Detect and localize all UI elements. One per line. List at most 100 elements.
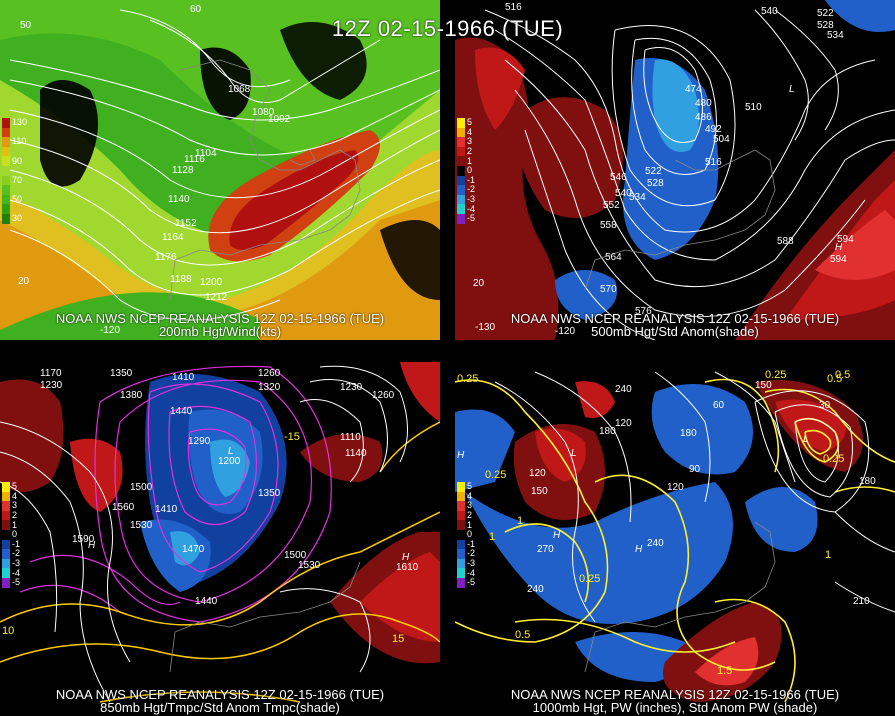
contour-label: 564 [605, 252, 622, 263]
anomaly-legend: 5 4 3 2 1 0 -1 -2 -3 -4 -5 [2, 482, 20, 588]
legend-label: -1 [467, 174, 476, 185]
legend-label: -3 [467, 194, 476, 205]
contour-label: 1260 [258, 368, 281, 379]
panel-caption: NOAA NWS NCEP REANALYSIS 12Z 02-15-1966 … [510, 687, 840, 702]
legend-label: 0 [467, 165, 473, 176]
contour-label: 1230 [40, 380, 63, 391]
contour-label: 240 [647, 538, 664, 549]
anomaly-legend: 5 4 3 2 1 0 -1 -2 -3 -4 -5 [457, 482, 475, 588]
contour-label: 150 [755, 380, 772, 391]
pw-label: 1 [517, 515, 523, 527]
contour-label: 1080 [252, 107, 275, 118]
low-marker: L [571, 448, 577, 459]
contour-label: 480 [695, 98, 712, 109]
contour-label: 1140 [168, 194, 190, 205]
contour-label: 522 [817, 8, 834, 19]
contour-label: 90 [689, 464, 701, 475]
lon-label: -120 [555, 326, 575, 337]
contour-label: 60 [713, 400, 725, 411]
panel-1000mb: 240 210 180 150 120 90 60 30 120 150 180… [455, 362, 895, 716]
legend-label: 70 [12, 174, 23, 185]
contour-label: 1470 [182, 544, 205, 555]
legend-label: 3 [467, 136, 473, 147]
pw-label: 0.25 [457, 373, 478, 385]
lat-label: 60 [190, 4, 202, 15]
contour-label: 1530 [298, 560, 321, 571]
contour-label: 576 [635, 306, 652, 317]
contour-label: 180 [680, 428, 697, 439]
contour-label: 516 [705, 157, 722, 168]
panel-subcaption: 1000mb Hgt, PW (inches), Std Anom PW (sh… [532, 700, 818, 715]
pw-label: 0.25 [765, 369, 786, 381]
lon-label: -130 [475, 322, 495, 333]
legend-label: 90 [12, 155, 23, 166]
pw-label: 0.25 [579, 573, 600, 585]
contour-label: 504 [713, 134, 730, 145]
panel-200mb: 1068 1080 1092 1104 1116 1128 1140 1152 … [0, 0, 440, 340]
pw-label: 0.25 [485, 469, 506, 481]
legend-label: 4 [467, 490, 473, 501]
contour-label: 522 [645, 166, 662, 177]
contour-label: 1410 [172, 372, 195, 383]
contour-label: 150 [531, 486, 548, 497]
anomaly-legend: 5 4 3 2 1 0 -1 -2 -3 -4 -5 [457, 118, 475, 224]
contour-label: 1380 [120, 390, 143, 401]
panel-subcaption: 200mb Hgt/Wind(kts) [158, 324, 282, 339]
legend-label: 5 [467, 117, 473, 128]
legend-label: -5 [12, 577, 21, 588]
pw-label: 0.5 [515, 629, 530, 641]
contour-label: 510 [745, 102, 762, 113]
contour-label: 528 [647, 178, 664, 189]
legend-label: 2 [467, 510, 473, 521]
high-value: 1610 [396, 562, 419, 573]
contour-label: 1410 [155, 504, 178, 515]
contour-label: 1128 [172, 165, 194, 176]
contour-label: 120 [667, 482, 684, 493]
contour-label: 120 [615, 418, 632, 429]
legend-label: 0 [467, 529, 473, 540]
wind-legend: 130 110 90 70 50 30 [2, 118, 27, 224]
pw-label: 0.25 [823, 453, 844, 465]
contour-label: 1176 [155, 252, 177, 263]
high-marker: H [635, 544, 643, 555]
legend-label: 1 [467, 519, 473, 530]
pw-label: 1 [825, 549, 831, 561]
legend-label: 5 [12, 481, 18, 492]
contour-label: 474 [685, 84, 702, 95]
legend-label: -4 [467, 203, 476, 214]
contour-label: 1068 [228, 84, 251, 95]
legend-label: -4 [12, 567, 21, 578]
contour-label: 1320 [258, 382, 281, 393]
panel-caption: NOAA NWS NCEP REANALYSIS 12Z 02-15-1966 … [55, 311, 385, 326]
legend-label: -3 [467, 558, 476, 569]
contour-label: 180 [859, 476, 876, 487]
contour-label: 516 [505, 2, 522, 13]
map-1000mb: 240 210 180 150 120 90 60 30 120 150 180… [455, 362, 895, 716]
contour-label: 1152 [175, 218, 197, 229]
contour-label: 1440 [195, 596, 218, 607]
contour-label: 1110 [340, 432, 361, 443]
contour-label: 1116 [184, 154, 205, 165]
legend-label: 130 [12, 117, 28, 128]
pw-label: 1.5 [717, 665, 732, 677]
legend-label: 4 [467, 126, 473, 137]
contour-label: 1560 [112, 502, 135, 513]
map-200mb: 1068 1080 1092 1104 1116 1128 1140 1152 … [0, 0, 440, 340]
contour-label: 1092 [268, 114, 291, 125]
contour-label: 1200 [218, 456, 241, 467]
legend-label: 50 [12, 194, 23, 205]
legend-label: 4 [12, 490, 18, 501]
contour-label: 570 [600, 284, 617, 295]
contour-label: 1350 [110, 368, 133, 379]
main-title: 12Z 02-15-1966 (TUE) [331, 16, 564, 41]
contour-label: 210 [853, 596, 870, 607]
panel-caption: NOAA NWS NCEP REANALYSIS 12Z 02-15-1966 … [55, 687, 385, 702]
temp-label: 15 [392, 633, 404, 645]
lat-label: 20 [18, 276, 30, 287]
contour-label: 534 [629, 192, 646, 203]
legend-label: 2 [467, 146, 473, 157]
contour-label: 270 [537, 544, 554, 555]
contour-label: 1164 [162, 232, 184, 243]
legend-label: -2 [467, 184, 476, 195]
contour-label: 1260 [372, 390, 395, 401]
